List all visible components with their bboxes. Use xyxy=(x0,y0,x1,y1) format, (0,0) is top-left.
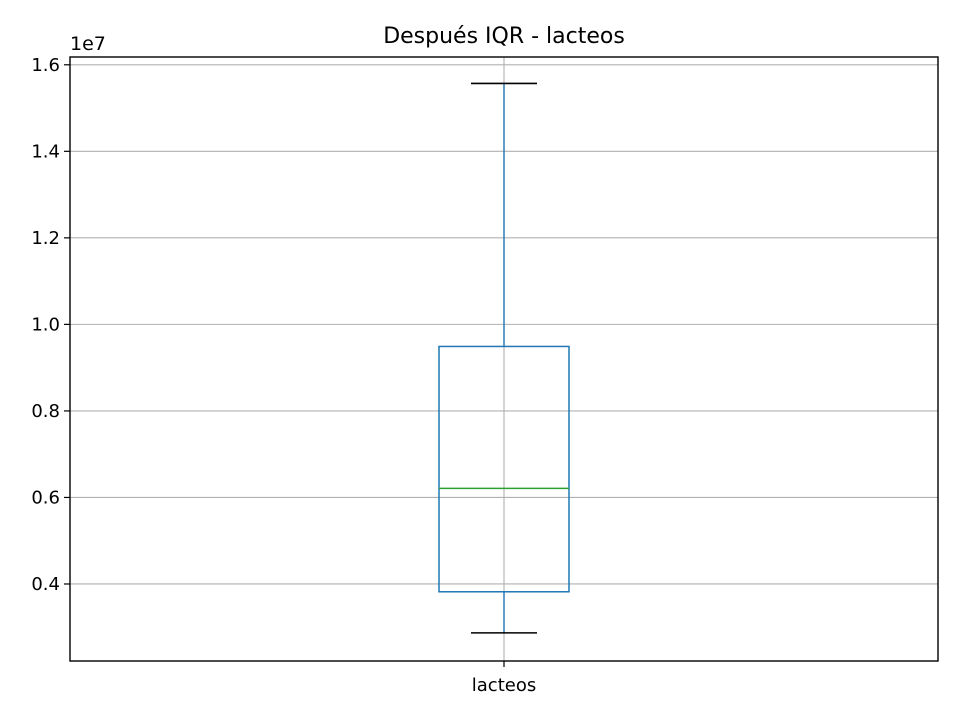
y-tick-label: 0.4 xyxy=(31,574,60,595)
y-axis-offset-label: 1e7 xyxy=(70,33,106,55)
y-tick-label: 1.0 xyxy=(31,314,60,335)
y-tick-label: 0.6 xyxy=(31,487,60,508)
y-tick-label: 1.6 xyxy=(31,55,60,76)
plot-frame xyxy=(69,56,939,662)
y-tick-label: 1.4 xyxy=(31,141,60,162)
y-tick-label: 1.2 xyxy=(31,228,60,249)
iqr-box xyxy=(438,345,570,593)
y-tick-label: 0.8 xyxy=(31,401,60,422)
chart-title: Después IQR - lacteos xyxy=(383,24,625,49)
x-tick-label: lacteos xyxy=(472,675,536,696)
